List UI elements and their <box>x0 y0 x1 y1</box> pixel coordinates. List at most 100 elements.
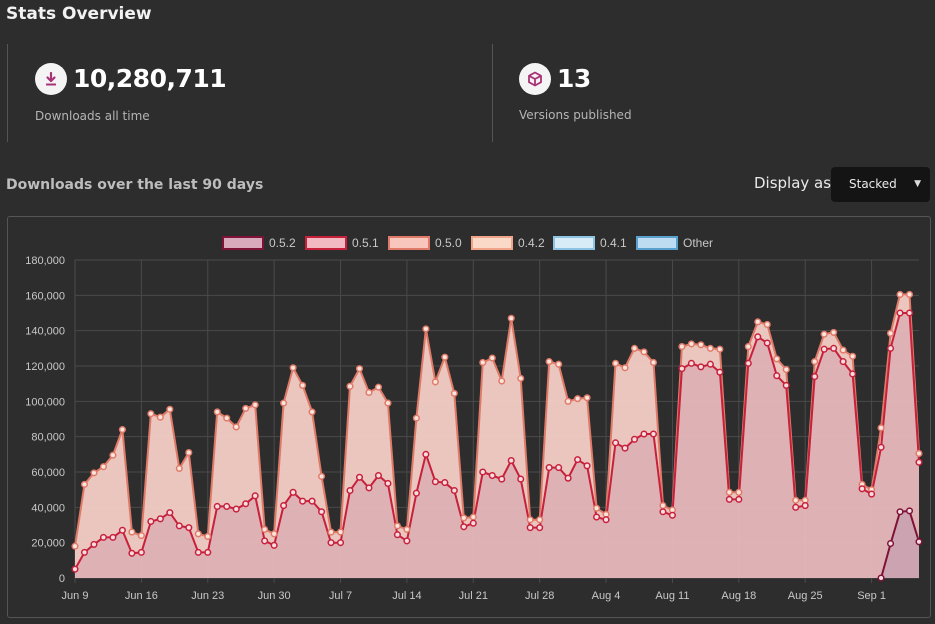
point-0-5-0 <box>90 469 98 477</box>
x-tick-label: Jul 21 <box>459 590 488 602</box>
point-0-5-2 <box>915 538 923 546</box>
point-0-5-0 <box>479 358 487 367</box>
point-0-5-1 <box>166 509 174 517</box>
legend-label: 0.5.0 <box>435 236 462 250</box>
legend-swatch <box>636 236 678 250</box>
point-0-5-0 <box>640 348 648 356</box>
x-tick-label: Jun 16 <box>125 590 158 602</box>
point-0-5-1 <box>374 471 383 480</box>
point-0-5-0 <box>564 397 572 405</box>
point-0-5-1 <box>232 505 240 513</box>
x-tick-label: Jun 9 <box>62 590 89 602</box>
package-icon <box>519 63 551 95</box>
point-0-5-0 <box>526 516 534 524</box>
point-0-5-1 <box>270 541 278 549</box>
point-0-5-0 <box>318 472 326 480</box>
point-0-5-0 <box>450 389 458 397</box>
point-0-5-1 <box>602 516 610 524</box>
point-0-5-0 <box>166 405 174 413</box>
point-0-5-1 <box>526 524 534 532</box>
point-0-5-1 <box>185 524 193 532</box>
point-0-5-0 <box>744 343 752 351</box>
point-0-5-0 <box>697 341 705 349</box>
point-0-5-1 <box>118 526 126 534</box>
point-0-5-1 <box>299 497 307 505</box>
point-0-5-0 <box>374 383 383 391</box>
point-0-5-1 <box>754 333 762 341</box>
point-0-5-0 <box>469 513 477 521</box>
point-0-5-0 <box>735 488 743 496</box>
point-0-5-1 <box>289 488 297 496</box>
point-0-5-0 <box>811 358 819 366</box>
legend-swatch <box>471 236 513 250</box>
point-0-5-1 <box>137 548 145 556</box>
point-0-5-0 <box>545 358 553 366</box>
point-0-5-1 <box>905 309 914 317</box>
point-0-5-0 <box>649 358 658 367</box>
point-0-5-0 <box>678 343 686 351</box>
point-0-5-0 <box>887 329 895 337</box>
x-tick-label: Aug 25 <box>788 590 823 602</box>
x-tick-label: Jul 14 <box>392 590 421 602</box>
download-icon <box>35 63 67 95</box>
point-0-5-1 <box>697 363 705 371</box>
point-0-5-0 <box>441 353 449 361</box>
legend-label: Other <box>683 236 713 250</box>
point-0-5-1 <box>725 495 733 503</box>
point-0-5-0 <box>621 364 629 372</box>
point-0-5-1 <box>839 358 847 366</box>
legend-label: 0.4.1 <box>600 236 627 250</box>
point-0-5-0 <box>185 449 193 457</box>
point-0-5-0 <box>630 344 639 352</box>
point-0-5-1 <box>877 443 885 451</box>
point-0-5-0 <box>896 290 904 298</box>
point-0-5-1 <box>223 502 231 511</box>
point-0-5-1 <box>318 508 326 516</box>
x-tick-label: Jul 7 <box>329 590 352 602</box>
legend-label: 0.4.2 <box>518 236 545 250</box>
legend-label: 0.5.2 <box>269 236 296 250</box>
display-mode-select[interactable]: Stacked ▼ <box>831 167 930 202</box>
x-tick-label: Jul 28 <box>525 590 554 602</box>
point-0-5-1 <box>99 533 107 541</box>
point-0-5-1 <box>555 464 563 472</box>
point-0-5-1 <box>175 522 183 530</box>
point-0-5-0 <box>725 488 733 496</box>
point-0-5-0 <box>498 377 506 385</box>
point-0-5-0 <box>422 325 430 333</box>
point-0-5-1 <box>621 444 629 452</box>
point-0-5-1 <box>583 462 591 470</box>
legend-swatch <box>305 236 347 250</box>
stat-versions: 13 Versions published <box>492 44 932 142</box>
point-0-5-1 <box>507 456 515 465</box>
point-0-5-0 <box>99 463 107 471</box>
y-tick-label: 100,000 <box>25 396 65 408</box>
point-0-5-0 <box>611 359 620 367</box>
point-0-5-1 <box>355 473 364 481</box>
point-0-5-0 <box>308 408 316 416</box>
stat-downloads: 10,280,711 Downloads all time <box>7 44 493 142</box>
point-0-5-1 <box>811 373 819 381</box>
point-0-5-1 <box>868 490 876 498</box>
point-0-5-0 <box>128 528 136 536</box>
point-0-5-1 <box>488 471 496 480</box>
point-0-5-0 <box>574 395 582 403</box>
y-tick-label: 40,000 <box>31 502 65 514</box>
downloads-chart-panel: 0 20,000 40,000 60,000 80,000 100,000 120,000 1… <box>7 216 931 618</box>
point-0-5-0 <box>555 360 563 368</box>
point-0-5-1 <box>536 524 544 532</box>
point-0-5-0 <box>830 328 838 336</box>
x-tick-label: Sep 1 <box>857 590 886 602</box>
point-0-5-1 <box>441 479 449 487</box>
legend-swatch <box>388 236 430 250</box>
point-0-5-1 <box>156 515 164 523</box>
point-0-5-0 <box>706 344 714 352</box>
point-0-5-0 <box>773 355 781 363</box>
point-0-5-1 <box>460 523 468 531</box>
point-0-5-1 <box>706 360 714 368</box>
point-0-5-1 <box>261 537 269 545</box>
point-0-5-1 <box>782 381 790 389</box>
point-0-5-1 <box>678 365 686 373</box>
y-tick-label: 160,000 <box>25 290 65 302</box>
point-0-5-0 <box>280 399 288 407</box>
